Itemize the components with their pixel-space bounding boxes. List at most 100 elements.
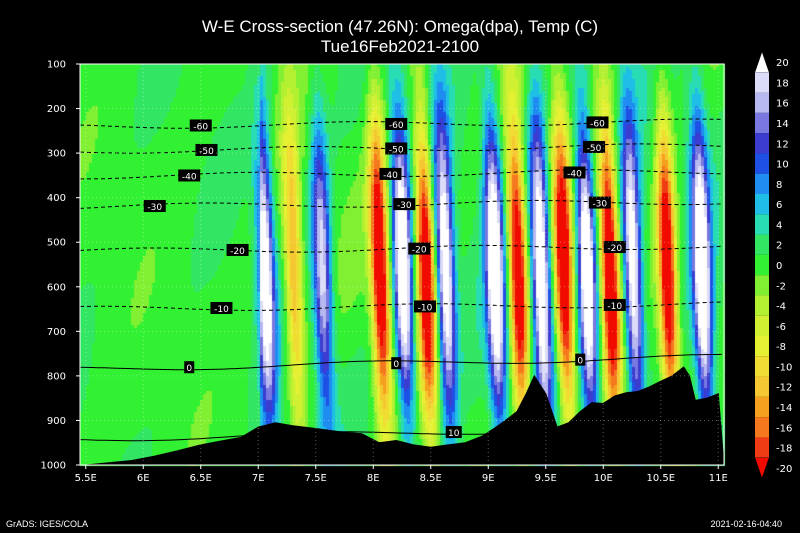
terrain-mask bbox=[80, 366, 725, 466]
contour-label-bg bbox=[391, 357, 402, 370]
y-tick-label: 800 bbox=[47, 371, 66, 382]
contour-label-bg bbox=[184, 361, 195, 374]
colorbar-swatch bbox=[755, 194, 769, 215]
colorbar-swatch bbox=[755, 72, 769, 93]
contour-line bbox=[79, 118, 723, 129]
plot-frame bbox=[79, 63, 725, 466]
colorbar-swatch bbox=[754, 457, 770, 479]
contour-label-bg bbox=[603, 298, 626, 311]
colorbar-label: 10 bbox=[776, 160, 789, 171]
contour-label-bg bbox=[563, 166, 586, 179]
y-tick-label: 300 bbox=[47, 149, 66, 160]
contour-label-bg bbox=[414, 300, 436, 313]
x-axis: 5.5E 6E 6.5E 7E 7.5E 8E 8.5E 9E 9.5E 10E 10.5E 11E bbox=[75, 465, 728, 484]
colorbar-swatch bbox=[755, 396, 769, 418]
contour-label: 0 bbox=[186, 364, 192, 374]
colorbar: 20181614121086420-2-4-6-8-10-12-14-16-18… bbox=[754, 51, 792, 479]
x-tick-label: 7E bbox=[252, 473, 265, 484]
colorbar-swatch bbox=[755, 214, 769, 235]
contour-label-bg bbox=[210, 302, 233, 315]
colorbar-swatch bbox=[755, 92, 769, 113]
colorbar-label: 16 bbox=[776, 99, 789, 110]
contour-label: -40 bbox=[182, 172, 197, 182]
colorbar-swatch bbox=[755, 376, 769, 397]
colorbar-swatch bbox=[755, 112, 769, 134]
y-tick-label: 700 bbox=[47, 327, 66, 338]
contour-label: -30 bbox=[592, 200, 607, 210]
contour-label: 0 bbox=[577, 357, 583, 367]
y-tick-label: 200 bbox=[47, 104, 66, 115]
contour-label-bg bbox=[408, 242, 431, 255]
contour-label: -50 bbox=[199, 147, 214, 157]
colorbar-swatch bbox=[755, 275, 769, 296]
colorbar-label: 20 bbox=[776, 58, 789, 69]
contour-label-bg bbox=[583, 140, 606, 153]
colorbar-label: -12 bbox=[776, 383, 792, 394]
contour-label: -60 bbox=[389, 121, 404, 131]
colorbar-swatch bbox=[755, 336, 769, 357]
contour-label: -10 bbox=[418, 303, 433, 313]
contour-label-bg bbox=[189, 119, 212, 132]
colorbar-label: 14 bbox=[776, 119, 789, 130]
colorbar-swatch bbox=[755, 356, 769, 377]
contour-label: -20 bbox=[230, 247, 245, 257]
contour-label: -30 bbox=[147, 203, 162, 213]
x-tick-label: 9.5E bbox=[535, 473, 557, 484]
colorbar-swatch bbox=[755, 437, 769, 458]
colorbar-label: -2 bbox=[776, 281, 786, 292]
x-tick-label: 8.5E bbox=[420, 473, 442, 484]
chart-subtitle: Tue16Feb2021-2100 bbox=[320, 37, 480, 56]
colorbar-label: 12 bbox=[776, 139, 789, 150]
colorbar-label: 2 bbox=[776, 241, 782, 252]
colorbar-swatch bbox=[755, 295, 769, 316]
contour-label-bg bbox=[393, 198, 416, 211]
contour-label: -60 bbox=[193, 122, 208, 132]
colorbar-swatch bbox=[755, 153, 769, 174]
contour-label: -60 bbox=[590, 119, 605, 129]
colorbar-label: -14 bbox=[776, 403, 792, 414]
contour-label-bg bbox=[445, 426, 462, 439]
contour-label-bg bbox=[226, 243, 249, 256]
colorbar-label: -16 bbox=[776, 423, 792, 434]
contour-label: -10 bbox=[214, 305, 229, 315]
contour-label-bg bbox=[385, 142, 408, 155]
contour-label: 0 bbox=[393, 360, 399, 370]
x-tick-label: 6E bbox=[137, 473, 150, 484]
y-tick-label: 1000 bbox=[41, 461, 66, 472]
x-tick-label: 5.5E bbox=[75, 473, 97, 484]
colorbar-label: 6 bbox=[776, 200, 782, 211]
x-tick-label: 9E bbox=[482, 473, 495, 484]
colorbar-label: -4 bbox=[776, 302, 786, 313]
plot-border bbox=[79, 63, 725, 466]
contour-label: -50 bbox=[587, 144, 602, 154]
colorbar-swatch bbox=[755, 315, 769, 336]
y-tick-label: 900 bbox=[47, 416, 66, 427]
colorbar-label: 0 bbox=[776, 261, 782, 272]
x-tick-label: 10E bbox=[594, 473, 613, 484]
colorbar-swatch bbox=[755, 417, 769, 438]
contour-label: -20 bbox=[607, 244, 622, 254]
y-tick-label: 500 bbox=[47, 238, 66, 249]
colorbar-label: -18 bbox=[776, 444, 792, 455]
contour-label-bg bbox=[586, 116, 609, 129]
x-tick-label: 8E bbox=[367, 473, 380, 484]
terrain-shape bbox=[80, 366, 725, 466]
footer-timestamp: 2021-02-16-04:40 bbox=[710, 519, 782, 529]
colorbar-label: -10 bbox=[776, 362, 792, 373]
footer-credit: GrADS: IGES/COLA bbox=[6, 519, 89, 529]
contour-label: 10 bbox=[448, 429, 460, 439]
contour-label: -10 bbox=[607, 302, 622, 312]
contour-line bbox=[79, 199, 723, 209]
y-tick-label: 400 bbox=[47, 193, 66, 204]
colorbar-swatch bbox=[755, 254, 769, 276]
contour-label-bg bbox=[178, 169, 201, 182]
contour-label-bg bbox=[195, 143, 218, 156]
contour-label-bg bbox=[143, 200, 166, 213]
contour-label-bg bbox=[379, 167, 402, 180]
y-tick-label: 600 bbox=[47, 282, 66, 293]
y-tick-label: 100 bbox=[47, 60, 66, 71]
colorbar-label: -6 bbox=[776, 322, 786, 333]
contour-label: -30 bbox=[397, 201, 412, 211]
colorbar-label: -20 bbox=[776, 464, 792, 475]
